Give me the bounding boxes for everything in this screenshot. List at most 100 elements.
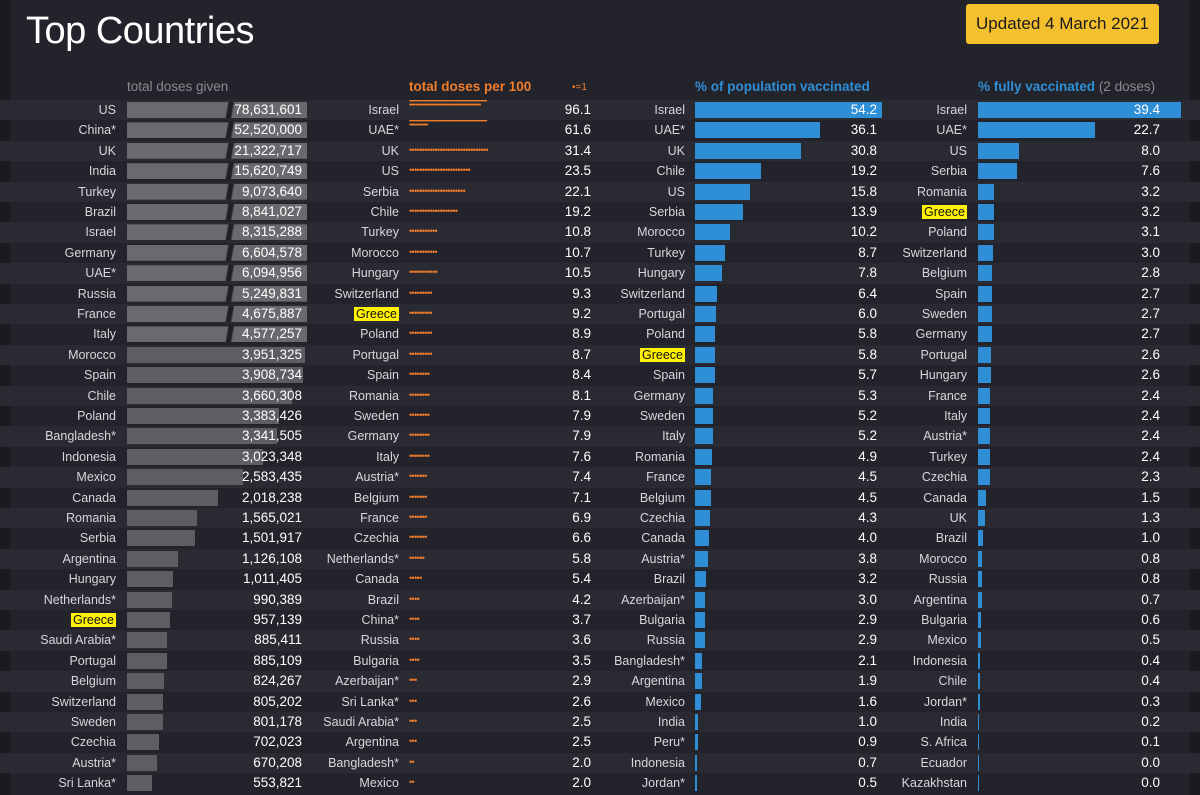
chart-row: France ••••••• 6.9 xyxy=(310,508,600,529)
country-label: Spain xyxy=(935,284,967,304)
value-label: 1,501,917 xyxy=(241,530,302,546)
dot-mark: ••••••• xyxy=(409,532,427,543)
bar-mark xyxy=(695,714,699,730)
chart-row: Belgium 824,267 xyxy=(0,671,310,692)
country-label: US xyxy=(382,161,399,181)
value-label: 8,841,027 xyxy=(241,204,302,219)
value-label: 2.7 xyxy=(1141,285,1160,301)
country-label-text: Switzerland xyxy=(620,286,685,301)
chart-row: Switzerland 805,202 xyxy=(0,692,310,712)
country-label: Poland xyxy=(360,324,399,344)
value-label: 2.9 xyxy=(572,673,591,689)
country-label: Italy xyxy=(662,426,685,446)
country-label-text: Peru* xyxy=(653,735,685,750)
country-label: UK xyxy=(99,141,116,161)
bar-mark xyxy=(127,469,244,486)
country-label-text: Turkey xyxy=(78,184,116,199)
chart-row: Israel 8,315,288 xyxy=(0,222,310,243)
country-label-text: Indonesia xyxy=(912,653,967,668)
country-label-text: Russia xyxy=(360,633,399,648)
country-label-text: Bangladesh* xyxy=(45,429,116,444)
value-label: 30.8 xyxy=(850,142,877,158)
chart-row: Turkey 8.7 xyxy=(600,243,900,263)
bar-mark xyxy=(978,754,979,771)
country-label-text: Portugal xyxy=(920,347,967,362)
updated-badge: Updated 4 March 2021 xyxy=(966,4,1159,44)
chart-row: Brazil 3.2 xyxy=(600,569,900,589)
value-label: 8.4 xyxy=(572,367,591,383)
country-label-text: Switzerland xyxy=(334,286,399,301)
value-label: 9.3 xyxy=(572,285,591,301)
country-label: Morocco xyxy=(351,243,399,263)
country-label: Belgium xyxy=(71,671,116,691)
country-label-text: Austria* xyxy=(641,551,685,566)
chart-row: Turkey ••••••••••• 10.8 xyxy=(310,222,600,243)
value-label: 7.6 xyxy=(572,448,591,464)
country-label: Italy xyxy=(376,447,399,467)
country-label: Romania xyxy=(349,386,399,406)
value-label: 8.0 xyxy=(1141,142,1160,158)
country-label: Germany xyxy=(65,243,116,263)
chart-row: UAE* ••••••••••••••••••••••••••••••••••••… xyxy=(310,120,600,140)
country-label: Belgium xyxy=(922,263,967,283)
bar-mark xyxy=(695,224,731,241)
bar-mark xyxy=(978,714,980,730)
bar-mark xyxy=(127,550,178,567)
country-label-text: China* xyxy=(361,613,399,627)
bar-mark xyxy=(695,367,715,384)
value-label: 9.2 xyxy=(572,306,591,321)
country-label-text: Morocco xyxy=(351,245,399,260)
dot-mark: ••••••••••••••••••••••••••••••••••••••••… xyxy=(409,120,487,129)
chart-row: Germany 6,604,578 xyxy=(0,243,310,263)
bar-mark xyxy=(978,326,992,343)
country-label: Czechia xyxy=(354,528,399,548)
country-label-text: Bangladesh* xyxy=(614,653,685,668)
country-label-text: Austria* xyxy=(923,429,967,444)
value-label: 5.7 xyxy=(858,367,877,383)
chart-row: Morocco 3,951,325 xyxy=(0,344,310,366)
value-label: 7.6 xyxy=(1141,163,1160,179)
value-label: 0.5 xyxy=(858,775,877,791)
country-label-text: Portugal xyxy=(638,307,685,321)
bar-mark xyxy=(695,122,820,139)
country-label-text: Romania xyxy=(916,184,967,199)
country-label-text: Ecuador xyxy=(920,755,967,770)
value-label: 4,675,887 xyxy=(241,306,302,321)
country-label: Russia xyxy=(647,630,685,650)
country-label-text: Chile xyxy=(370,205,400,219)
country-label: Ecuador xyxy=(920,753,967,773)
country-label: Poland xyxy=(77,406,116,426)
dot-mark: ••••••• xyxy=(409,491,427,502)
bar-mark xyxy=(127,326,307,343)
country-label: Chile xyxy=(371,202,400,222)
country-label: Brazil xyxy=(368,590,399,610)
country-label: Argentina xyxy=(345,732,399,752)
value-label: 8.1 xyxy=(572,387,591,403)
country-label: Portugal xyxy=(638,304,685,324)
country-label: India xyxy=(940,712,967,732)
country-label: Germany xyxy=(348,426,399,446)
value-label: 1,011,405 xyxy=(242,571,302,587)
country-label-text: Brazil xyxy=(84,205,116,219)
chart-row: Peru* 0.9 xyxy=(600,732,900,752)
value-label: 824,267 xyxy=(253,673,302,689)
bar-mark xyxy=(695,632,705,649)
chart-row: Spain 2.7 xyxy=(900,284,1200,304)
bar-mark xyxy=(695,775,697,792)
chart-row: Poland 3,383,426 xyxy=(0,406,310,426)
country-label-text: Canada xyxy=(72,490,116,505)
country-label-text: Chile xyxy=(656,164,686,179)
value-label: 78,631,601 xyxy=(234,102,302,117)
value-label: 3,023,348 xyxy=(241,448,302,464)
value-label: 2.7 xyxy=(1141,306,1160,321)
chart-row: Sweden •••••••• 7.9 xyxy=(310,406,600,426)
country-label-text: Sweden xyxy=(921,307,967,321)
chart-row: Serbia 7.6 xyxy=(900,161,1200,181)
dot-mark: •• xyxy=(409,777,415,788)
dot-mark: •••• xyxy=(409,634,420,645)
bar-mark xyxy=(695,204,743,220)
country-label-text: Bulgaria xyxy=(921,613,967,627)
chart-row: Poland ••••••••• 8.9 xyxy=(310,324,600,344)
value-label: 805,202 xyxy=(253,693,302,709)
country-label-text: Belgium xyxy=(639,490,685,505)
